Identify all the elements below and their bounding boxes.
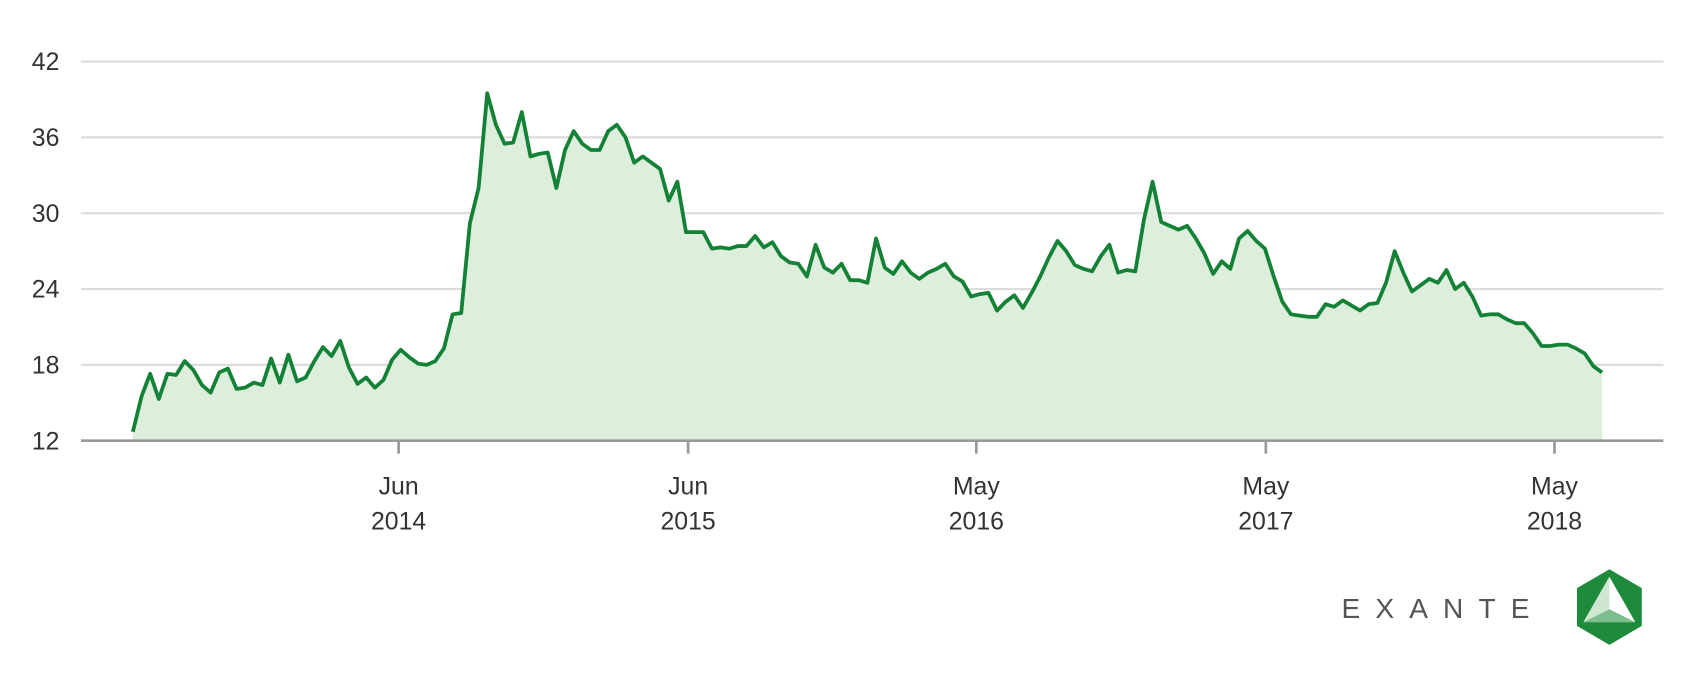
logo-facet	[1583, 609, 1636, 623]
x-tick-label-line: 2015	[661, 508, 716, 535]
area-fill	[132, 93, 1603, 441]
x-tick-label-line: 2018	[1527, 508, 1582, 535]
x-tick-label-line: May	[1531, 474, 1578, 501]
x-tick-label: May 2016	[949, 474, 1004, 536]
x-tick-label-line: 2014	[371, 508, 426, 535]
x-tick-label-line: May	[1242, 474, 1289, 501]
y-tick-label: 30	[32, 201, 60, 228]
y-tick-label: 36	[32, 125, 60, 152]
x-tick-label: May 2017	[1238, 474, 1293, 536]
y-tick-label: 12	[32, 428, 60, 455]
x-tick-label-line: Jun	[668, 474, 708, 501]
x-tick-label: Jun 2014	[371, 474, 426, 536]
x-tick-label-line: 2016	[949, 508, 1004, 535]
x-tick-label-line: 2017	[1238, 508, 1293, 535]
x-tick-label-line: May	[953, 474, 1000, 501]
y-tick-label: 18	[32, 353, 60, 380]
y-tick-label: 24	[32, 277, 60, 304]
x-tick-label: May 2018	[1527, 474, 1582, 536]
x-tick-label: Jun 2015	[661, 474, 716, 536]
logo-text: EXANTE	[1342, 593, 1545, 624]
x-tick-label-line: Jun	[379, 474, 419, 501]
y-tick-label: 42	[32, 49, 60, 76]
logo-facet	[1583, 576, 1610, 623]
price-line	[131, 91, 1604, 433]
logo-icon	[1576, 569, 1642, 645]
